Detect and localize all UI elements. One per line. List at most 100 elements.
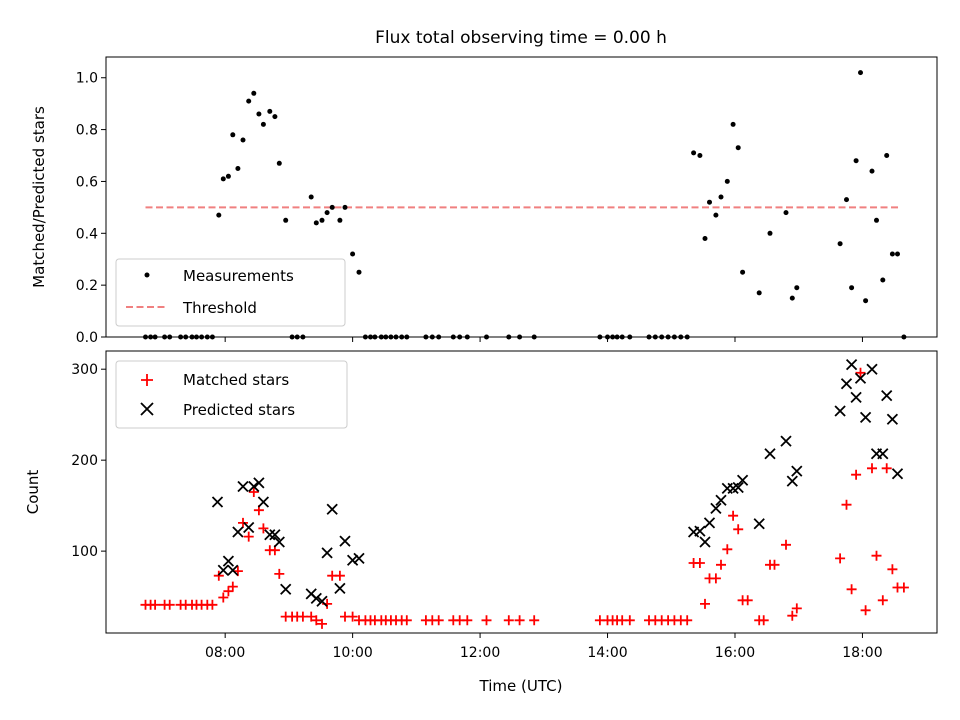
predicted-star-marker [834, 405, 846, 417]
ratio-panel: Flux total observing time = 0.00 h Match… [30, 28, 938, 346]
predicted-star-marker [222, 555, 235, 567]
matched-star-marker [716, 559, 726, 570]
predicted-star-marker [269, 529, 281, 541]
measurement-point [329, 204, 335, 210]
measurement-point [276, 160, 282, 166]
count-panel: Count Time (UTC) 100 200 300 08:00 10:00 12:… [24, 350, 938, 695]
measurement-point [735, 145, 741, 151]
matched-star-marker [462, 615, 473, 626]
matched-star-marker [243, 531, 254, 542]
measurement-point [713, 212, 719, 218]
ratio-y-tick-label: 0.4 [76, 226, 98, 242]
matched-star-marker [481, 615, 492, 626]
measurement-point [691, 150, 697, 156]
legend-measurements-label: Measurements [183, 267, 294, 285]
matched-star-marker [223, 586, 234, 597]
ratio-plot-area [143, 70, 907, 340]
legend-matched-marker [141, 374, 153, 386]
matched-star-marker [334, 570, 345, 581]
x-tick-label: 10:00 [332, 645, 372, 661]
measurement-point [707, 199, 712, 205]
predicted-star-marker [326, 503, 338, 515]
matched-star-marker [851, 469, 862, 480]
predicted-star-marker [715, 494, 727, 506]
matched-star-marker [694, 558, 705, 568]
predicted-star-marker [703, 517, 716, 529]
ratio-legend-box [115, 258, 346, 327]
predicted-star-marker [321, 547, 333, 559]
matched-star-marker [150, 599, 161, 610]
matched-star-marker [218, 592, 229, 603]
ratio-y-axis-label: Matched/Predicted stars [30, 106, 48, 288]
predicted-star-marker [316, 595, 328, 607]
predicted-star-marker [237, 480, 249, 493]
legend-matched-label: Matched stars [183, 371, 289, 389]
matched-star-marker [238, 517, 248, 528]
matched-star-marker [248, 487, 259, 497]
measurement-point [874, 217, 879, 223]
predicted-star-marker [850, 391, 862, 404]
matched-star-marker [347, 611, 358, 622]
predicted-star-marker [248, 480, 260, 493]
predicted-star-marker [859, 411, 872, 424]
predicted-star-marker [217, 564, 229, 576]
count-y-axis-label: Count [24, 470, 42, 515]
matched-star-marker [769, 559, 780, 570]
measurement-point [313, 220, 319, 226]
measurement-point [272, 114, 278, 120]
matched-star-marker [311, 615, 322, 626]
matched-star-marker [274, 568, 285, 579]
chart-title: Flux total observing time = 0.00 h [375, 28, 667, 48]
predicted-star-marker [243, 521, 255, 534]
measurement-point [730, 121, 736, 127]
measurement-point [337, 217, 343, 223]
measurement-point [356, 269, 362, 275]
matched-star-marker [877, 595, 888, 606]
ratio-y-tick-label: 0.6 [76, 174, 98, 190]
measurement-point [895, 251, 900, 257]
measurement-point [256, 111, 262, 117]
predicted-star-marker [227, 564, 239, 576]
measurement-point [350, 251, 356, 257]
predicted-star-marker [845, 358, 858, 371]
matched-star-marker [841, 499, 852, 510]
matched-star-marker [722, 544, 733, 555]
measurement-point [216, 212, 222, 218]
matched-star-marker [860, 605, 871, 616]
matched-star-marker [529, 615, 540, 626]
measurement-point [246, 98, 252, 104]
count-x-ticks: 08:00 10:00 12:00 14:00 16:00 18:00 [205, 633, 883, 661]
predicted-star-marker [886, 413, 899, 425]
matched-star-marker [898, 582, 909, 593]
measurement-point [324, 210, 330, 216]
count-y-tick-label: 200 [71, 453, 98, 469]
predicted-star-marker [232, 526, 244, 538]
measurement-point [342, 204, 348, 210]
measurement-point [880, 277, 886, 283]
matched-star-marker [855, 367, 866, 378]
measurement-point [267, 108, 273, 114]
ratio-y-tick-label: 0.8 [76, 123, 98, 139]
measurement-point [718, 194, 724, 200]
measurement-point [702, 236, 708, 241]
matched-star-marker [433, 615, 444, 626]
predicted-star-marker [732, 481, 744, 494]
predicted-star-marker [854, 372, 867, 384]
matched-star-marker [503, 615, 514, 626]
count-y-tick-label: 300 [71, 362, 98, 378]
matched-star-marker [207, 599, 218, 610]
matched-star-marker [514, 615, 525, 626]
x-tick-label: 18:00 [842, 645, 882, 661]
predicted-star-marker [211, 496, 224, 508]
measurement-point [756, 290, 762, 296]
ratio-x-ticks [224, 337, 863, 342]
measurement-point [853, 158, 859, 164]
predicted-star-marker [280, 583, 292, 595]
predicted-star-marker [699, 536, 711, 548]
predicted-star-marker [881, 389, 893, 402]
matched-star-marker [733, 524, 744, 535]
matched-star-marker [791, 603, 802, 614]
measurement-point [220, 176, 226, 182]
